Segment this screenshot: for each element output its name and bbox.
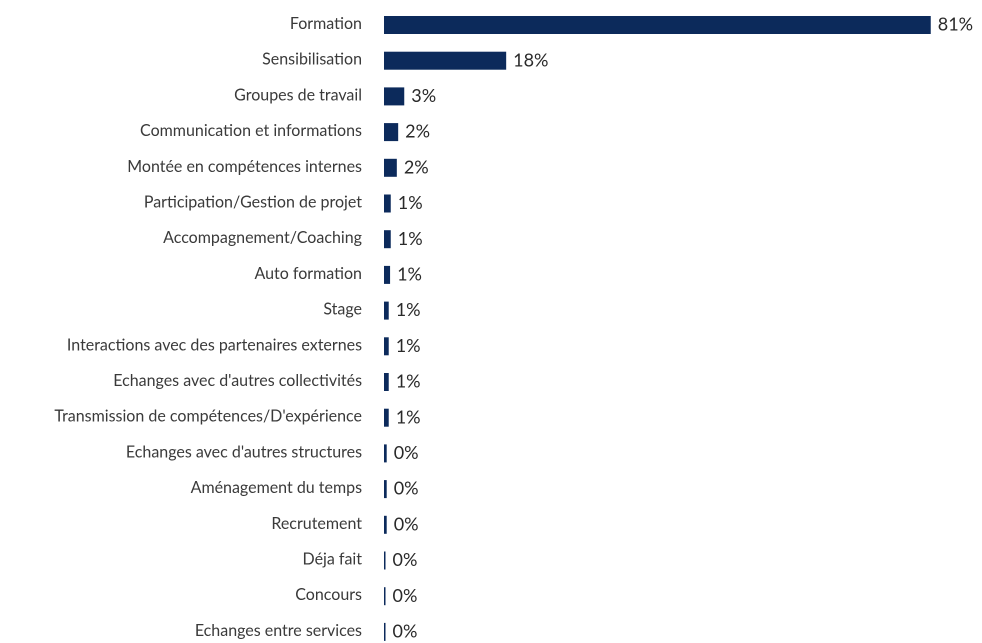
category-label: Echanges avec d'autres structures xyxy=(126,442,362,461)
value-label: 81% xyxy=(938,13,973,35)
category-label: Transmission de compétences/D'expérience xyxy=(54,407,362,426)
value-label: 0% xyxy=(393,619,418,641)
value-label: 18% xyxy=(513,48,548,70)
category-label: Echanges entre services xyxy=(195,621,362,640)
category-label: Stage xyxy=(323,300,362,319)
value-label: 1% xyxy=(396,298,421,320)
bar xyxy=(384,16,931,34)
bar xyxy=(384,301,389,320)
value-label: 0% xyxy=(393,548,418,570)
category-label: Concours xyxy=(295,585,362,604)
bar xyxy=(384,194,391,213)
value-label: 0% xyxy=(394,441,419,463)
bar xyxy=(384,551,386,570)
category-label: Accompagnement/Coaching xyxy=(163,228,362,247)
value-label: 1% xyxy=(398,191,423,213)
category-label: Echanges avec d'autres collectivités xyxy=(113,371,362,390)
category-label: Montée en compétences internes xyxy=(127,157,362,176)
bar xyxy=(384,373,389,391)
bar xyxy=(384,51,507,70)
bar xyxy=(384,515,387,534)
bar xyxy=(384,622,386,641)
category-label: Communication et informations xyxy=(140,121,362,140)
value-label: 1% xyxy=(396,334,421,356)
value-label: 1% xyxy=(397,262,422,284)
value-label: 1% xyxy=(396,370,421,392)
category-label: Auto formation xyxy=(254,264,362,283)
category-label: Groupes de travail xyxy=(234,85,362,104)
bar xyxy=(384,158,397,177)
value-label: 3% xyxy=(411,84,436,106)
category-label: Aménagement du temps xyxy=(191,478,362,497)
value-label: 2% xyxy=(404,155,429,177)
bar xyxy=(384,265,391,284)
category-label: Déja fait xyxy=(303,550,363,569)
bar xyxy=(384,230,391,249)
category-label: Sensibilisation xyxy=(262,50,362,69)
bar xyxy=(384,123,399,142)
bar xyxy=(384,587,386,606)
category-label: Formation xyxy=(290,14,362,33)
bar xyxy=(384,444,387,463)
value-label: 1% xyxy=(396,405,421,427)
value-label: 0% xyxy=(394,477,419,499)
category-label: Participation/Gestion de projet xyxy=(144,193,362,212)
value-label: 0% xyxy=(393,584,418,606)
bar xyxy=(384,408,389,427)
category-label: Interactions avec des partenaires extern… xyxy=(67,335,362,354)
bar xyxy=(384,480,387,499)
value-label: 0% xyxy=(394,512,419,534)
value-label: 2% xyxy=(405,120,430,142)
bar xyxy=(384,87,405,106)
value-label: 1% xyxy=(398,227,423,249)
bar xyxy=(384,337,389,356)
category-label: Recrutement xyxy=(271,514,362,533)
